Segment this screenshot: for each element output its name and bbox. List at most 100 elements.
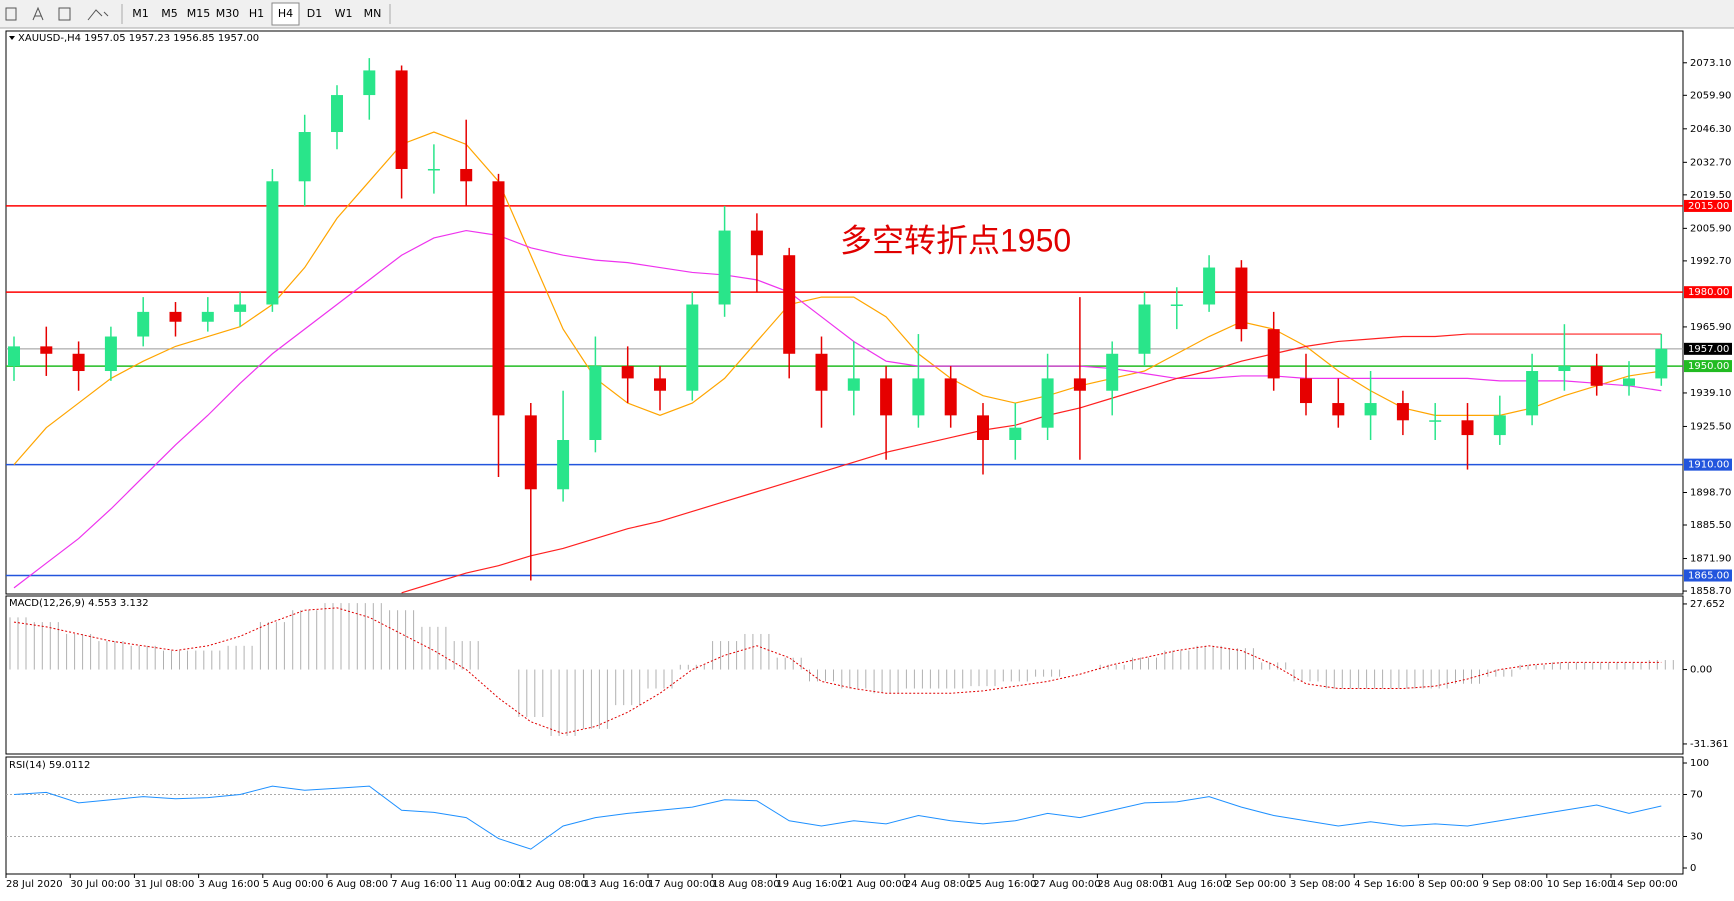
- x-tick-label: 3 Aug 16:00: [199, 879, 260, 890]
- candle-body: [1493, 415, 1506, 436]
- candle-body: [72, 353, 85, 372]
- candle-body: [460, 168, 473, 182]
- icon-shapes[interactable]: [87, 9, 109, 21]
- x-tick-label: 9 Sep 08:00: [1483, 879, 1543, 890]
- timeframe-button[interactable]: M5: [161, 7, 178, 20]
- candle-body: [654, 378, 666, 391]
- x-tick-label: 25 Aug 16:00: [969, 879, 1036, 890]
- candle-body: [1364, 403, 1377, 416]
- candle-body: [201, 311, 214, 322]
- signal-line: [13, 607, 1662, 735]
- x-tick-label: 24 Aug 08:00: [905, 879, 972, 890]
- candle-body: [750, 230, 763, 256]
- y-tick-label: 2046.30: [1690, 124, 1731, 135]
- x-tick-label: 11 Aug 00:00: [455, 879, 522, 890]
- timeframe-button[interactable]: M1: [132, 7, 149, 20]
- candle-body: [1461, 420, 1474, 436]
- indicator-title: MACD(12,26,9) 4.553 3.132: [9, 598, 149, 609]
- level-tag: [1684, 569, 1732, 582]
- y-tick-label: 2073.10: [1690, 58, 1731, 69]
- candle-body: [1396, 403, 1409, 421]
- candle-body: [1073, 378, 1086, 391]
- timeframe-button[interactable]: M15: [187, 7, 211, 20]
- x-tick-label: 30 Jul 00:00: [70, 879, 130, 890]
- collapse-icon: [9, 36, 15, 40]
- timeframe-bar: M1 M5 M15 M30 H1 H4 D1 W1 MN: [121, 2, 391, 26]
- x-tick-label: 14 Sep 00:00: [1611, 879, 1678, 890]
- candle-body: [395, 70, 408, 169]
- axes: 2073.10 2059.90 2046.30 2032.70 2019.50 2005.…: [5, 33, 1732, 890]
- icon-text[interactable]: [32, 6, 44, 21]
- y-tick-label: 1965.90: [1690, 322, 1731, 333]
- icon-cursor[interactable]: [5, 7, 17, 21]
- x-tick-label: 6 Aug 08:00: [327, 879, 388, 890]
- timeframe-button[interactable]: MN: [364, 7, 382, 20]
- timeframe-button[interactable]: H4: [278, 7, 293, 20]
- candle-body: [104, 336, 117, 372]
- x-tick-label: 21 Aug 00:00: [841, 879, 908, 890]
- x-tick-label: 5 Aug 00:00: [263, 879, 324, 890]
- timeframe-button[interactable]: D1: [307, 7, 322, 20]
- candle-body: [298, 132, 311, 182]
- x-tick-label: 12 Aug 08:00: [520, 879, 587, 890]
- candle-body: [8, 346, 20, 367]
- candle-body: [1106, 353, 1119, 391]
- candle-body: [492, 181, 505, 416]
- rsi-line: [13, 785, 1662, 850]
- candle-body: [1267, 329, 1280, 379]
- candle-body: [266, 181, 279, 305]
- candle-body: [557, 440, 570, 490]
- candle-body: [1170, 304, 1183, 306]
- y-tick-label: 2019.50: [1690, 190, 1731, 201]
- toolbar-icons: [5, 6, 109, 21]
- x-tick-label: 19 Aug 16:00: [776, 879, 843, 890]
- candle-body: [234, 304, 247, 312]
- chart-info: XAUUSD-,H4 1957.05 1957.23 1956.85 1957.…: [18, 33, 259, 44]
- y-tick-label: 27.652: [1690, 599, 1725, 610]
- candle-body: [331, 95, 343, 133]
- x-tick-label: 31 Aug 16:00: [1162, 879, 1229, 890]
- candle-body: [880, 378, 893, 416]
- candle-body: [1203, 267, 1216, 305]
- y-tick-label: 2032.70: [1690, 157, 1731, 168]
- moving-average: [401, 333, 1662, 594]
- level-label: 1865.00: [1688, 571, 1729, 582]
- level-tag: [1684, 360, 1732, 373]
- y-tick-label: 30: [1690, 832, 1703, 843]
- level-label: 2015.00: [1688, 201, 1729, 212]
- candle-body: [1235, 267, 1248, 330]
- y-tick-label: 0.00: [1690, 665, 1712, 676]
- y-tick-label: 1898.70: [1690, 487, 1731, 498]
- y-tick-label: 1992.70: [1690, 256, 1731, 267]
- timeframe-button[interactable]: M30: [216, 7, 240, 20]
- y-tick-label: 70: [1690, 789, 1703, 800]
- annotation: 多空转折点1950: [840, 222, 1071, 258]
- y-tick-label: 100: [1690, 758, 1709, 769]
- y-tick-label: 1871.90: [1690, 554, 1731, 565]
- candle-body: [524, 415, 537, 490]
- y-tick-label: 2059.90: [1690, 90, 1731, 101]
- timeframe-button[interactable]: H1: [249, 7, 264, 20]
- main-plot: [6, 58, 1683, 594]
- candle-body: [1590, 366, 1603, 386]
- level-tag: [1684, 199, 1732, 212]
- timeframe-button[interactable]: W1: [335, 7, 353, 20]
- candle-body: [137, 311, 150, 337]
- candle-body: [1138, 304, 1151, 354]
- candle-body: [1041, 378, 1054, 428]
- x-tick-label: 17 Aug 00:00: [648, 879, 715, 890]
- candle-body: [169, 311, 182, 322]
- candle-body: [621, 366, 634, 379]
- level-tag: [1684, 458, 1732, 471]
- candle-body: [1009, 427, 1022, 441]
- current-price-label: 1957.00: [1688, 344, 1729, 355]
- candle-body: [1300, 378, 1312, 404]
- candle-body: [1429, 420, 1442, 422]
- icon-label[interactable]: [58, 7, 71, 21]
- candle-body: [912, 378, 925, 416]
- y-tick-label: 1939.10: [1690, 388, 1731, 399]
- macd-plot: [9, 603, 1674, 736]
- x-tick-label: 7 Aug 16:00: [391, 879, 452, 890]
- x-tick-label: 8 Sep 00:00: [1418, 879, 1478, 890]
